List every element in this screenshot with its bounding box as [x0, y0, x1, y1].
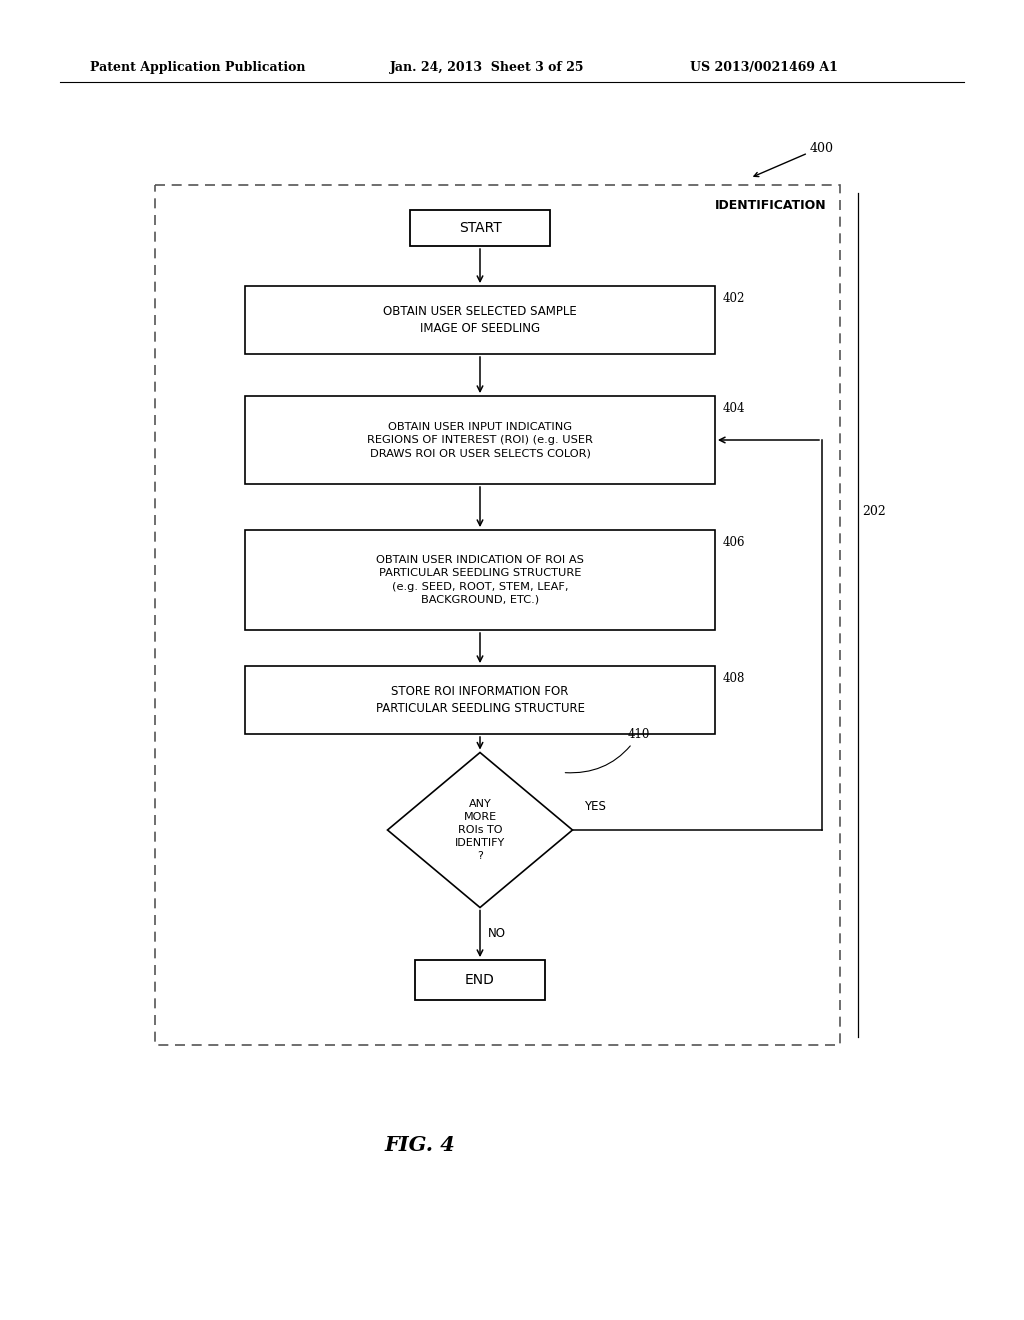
- Text: YES: YES: [585, 800, 606, 813]
- Text: Patent Application Publication: Patent Application Publication: [90, 62, 305, 74]
- Text: ANY
MORE
ROIs TO
IDENTIFY
?: ANY MORE ROIs TO IDENTIFY ?: [455, 800, 505, 861]
- Text: OBTAIN USER SELECTED SAMPLE
IMAGE OF SEEDLING: OBTAIN USER SELECTED SAMPLE IMAGE OF SEE…: [383, 305, 577, 335]
- Text: 410: 410: [565, 729, 650, 772]
- Text: OBTAIN USER INPUT INDICATING
REGIONS OF INTEREST (ROI) (e.g. USER
DRAWS ROI OR U: OBTAIN USER INPUT INDICATING REGIONS OF …: [367, 422, 593, 458]
- FancyBboxPatch shape: [410, 210, 550, 246]
- Text: FIG. 4: FIG. 4: [385, 1135, 456, 1155]
- Text: US 2013/0021469 A1: US 2013/0021469 A1: [690, 62, 838, 74]
- Text: 202: 202: [862, 506, 886, 519]
- Text: START: START: [459, 220, 502, 235]
- Polygon shape: [387, 752, 572, 908]
- Text: Jan. 24, 2013  Sheet 3 of 25: Jan. 24, 2013 Sheet 3 of 25: [390, 62, 585, 74]
- Text: 404: 404: [723, 401, 745, 414]
- FancyBboxPatch shape: [415, 960, 545, 1001]
- Bar: [245, 667, 715, 734]
- Text: OBTAIN USER INDICATION OF ROI AS
PARTICULAR SEEDLING STRUCTURE
(e.g. SEED, ROOT,: OBTAIN USER INDICATION OF ROI AS PARTICU…: [376, 556, 584, 605]
- Text: END: END: [465, 973, 495, 987]
- Text: NO: NO: [488, 927, 506, 940]
- Text: 400: 400: [810, 141, 834, 154]
- Bar: [245, 531, 715, 630]
- Bar: [245, 286, 715, 354]
- Bar: [245, 396, 715, 484]
- Text: IDENTIFICATION: IDENTIFICATION: [715, 199, 826, 213]
- Text: 402: 402: [723, 292, 745, 305]
- Text: 406: 406: [723, 536, 745, 549]
- Text: 408: 408: [723, 672, 745, 685]
- Text: STORE ROI INFORMATION FOR
PARTICULAR SEEDLING STRUCTURE: STORE ROI INFORMATION FOR PARTICULAR SEE…: [376, 685, 585, 715]
- Bar: [155, 185, 840, 1045]
